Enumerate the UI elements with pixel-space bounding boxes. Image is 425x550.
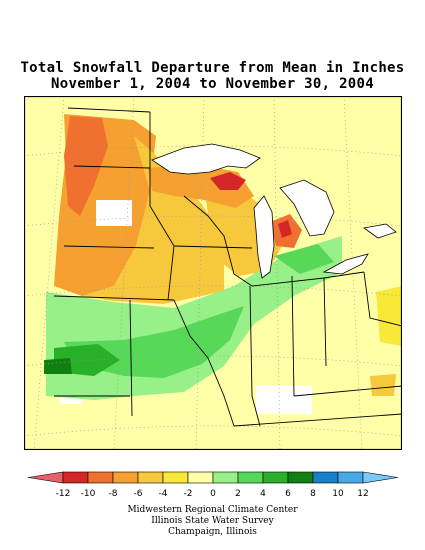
- lake-ontario: [362, 223, 397, 239]
- map-title-line2: November 1, 2004 to November 30, 2004: [51, 76, 374, 92]
- legend-tick-label: 6: [285, 489, 291, 499]
- lake-superior: [151, 143, 261, 175]
- credit-line-2: Illinois State Water Survey: [151, 516, 274, 526]
- great-lakes: [151, 143, 397, 279]
- legend-tick-label: 4: [260, 489, 266, 499]
- legend-swatch: [362, 471, 399, 484]
- snowfall-departure-map: [24, 96, 402, 450]
- contour-yellow-west: [82, 136, 224, 304]
- legend-tick-label: 2: [235, 489, 241, 499]
- lake-michigan: [253, 195, 275, 279]
- state-boundaries: [53, 107, 402, 427]
- legend-tick-label: -2: [184, 489, 193, 499]
- map-title-line1: Total Snowfall Departure from Mean in In…: [20, 60, 405, 76]
- legend-tick-label: 10: [332, 489, 344, 499]
- legend-swatch: [62, 471, 89, 484]
- legend-swatch: [212, 471, 239, 484]
- no-data-block: [96, 200, 132, 226]
- contour-orange-east: [370, 374, 396, 396]
- legend-swatch: [137, 471, 164, 484]
- legend-tick-label: -12: [56, 489, 71, 499]
- graticule: [24, 96, 402, 450]
- legend-tick-label: -4: [159, 489, 168, 499]
- lake-erie: [322, 253, 369, 275]
- contour-red-michigan: [278, 220, 292, 238]
- legend-swatch: [262, 471, 289, 484]
- credit-line-3: Champaign, Illinois: [168, 527, 257, 537]
- legend-tick-label: 8: [310, 489, 316, 499]
- legend-swatch: [162, 471, 189, 484]
- color-legend: -12 -10 -8 -6 -4 -2 0 2 4 6 8 10 12: [27, 471, 399, 499]
- legend-tick-label: -6: [134, 489, 143, 499]
- contour-green-north: [274, 244, 334, 274]
- legend-swatch: [87, 471, 114, 484]
- legend-swatch: [287, 471, 314, 484]
- lake-huron: [279, 179, 335, 237]
- legend-tick-label: 0: [210, 489, 216, 499]
- legend-tick-label: 12: [357, 489, 368, 499]
- contour-darkest-green: [44, 358, 72, 374]
- contour-red-upper-peninsula: [210, 172, 246, 190]
- legend-tick-label: -8: [109, 489, 118, 499]
- no-data-block: [256, 386, 312, 414]
- legend-swatch: [312, 471, 339, 484]
- legend-swatch: [187, 471, 214, 484]
- contour-yellow-east: [376, 286, 402, 346]
- credit-line-1: Midwestern Regional Climate Center: [127, 505, 298, 515]
- legend-tick-label: -10: [81, 489, 96, 499]
- legend-swatch: [27, 471, 64, 484]
- map-frame: [24, 96, 402, 450]
- legend-swatch: [237, 471, 264, 484]
- legend-swatch: [112, 471, 139, 484]
- legend-swatch: [337, 471, 364, 484]
